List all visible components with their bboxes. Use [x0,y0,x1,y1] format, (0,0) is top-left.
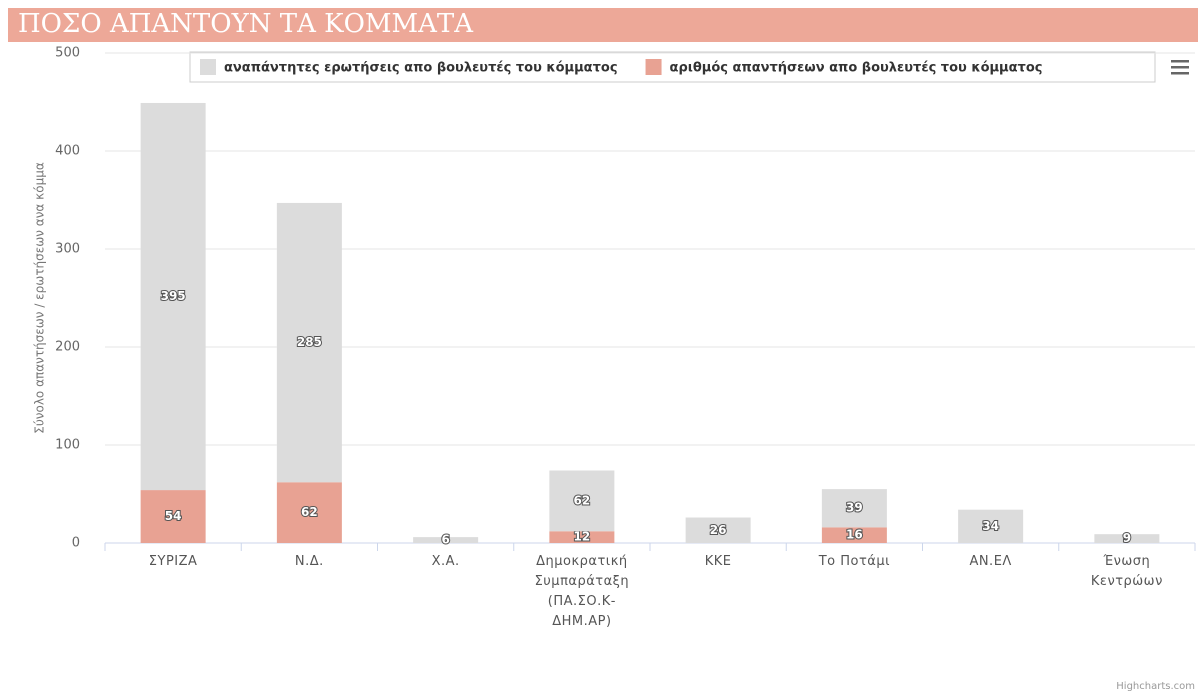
y-tick-label: 500 [55,46,80,61]
data-label: 9 [1123,531,1131,545]
data-label: 6 [441,533,449,547]
legend-swatch [200,59,216,75]
data-label: 395 [161,289,186,303]
y-tick-label: 100 [55,438,80,453]
y-tick-label: 400 [55,144,80,159]
bar-segment [413,537,479,543]
menu-bar [1171,66,1189,69]
chart-title: ΠΟΣΟ ΑΠΑΝΤΟΥΝ ΤΑ ΚΟΜΜΑΤΑ [18,9,474,39]
x-tick-label: ΑΝ.ΕΛ [969,554,1012,569]
legend-label: αριθμός απαντήσεων απο βουλευτές του κόμ… [670,61,1043,76]
data-label: 12 [574,530,591,544]
bar-segment [1094,534,1160,543]
bar-segment [549,531,615,543]
data-label: 285 [297,335,322,349]
bar-segment [140,102,206,491]
y-tick-label: 0 [72,536,80,551]
bar-segment [821,527,887,543]
bar-segment [140,490,206,543]
x-tick-label: ΣΥΡΙΖΑ [148,554,198,569]
data-label: 54 [165,509,182,523]
bar-segment [276,202,342,483]
x-tick-label: Ν.Δ. [294,554,324,569]
menu-icon[interactable] [1171,60,1189,75]
bar-segment [549,470,615,532]
data-label: 39 [846,501,863,515]
x-tick-label: Χ.Α. [431,554,460,569]
bar-segment [685,517,751,543]
menu-bar [1171,60,1189,63]
data-label: 26 [710,523,727,537]
menu-bar [1171,72,1189,75]
x-tick-label: ΚΚΕ [704,554,732,569]
legend-swatch [645,59,662,75]
data-label: 62 [574,493,591,507]
y-tick-label: 200 [55,340,80,355]
title-bar [8,8,1198,42]
bar-segment [958,509,1024,543]
data-label: 34 [982,519,999,533]
x-tick-label: Δημοκρατική Συμπαράταξη (ΠΑ.ΣΟ.Κ-ΔΗΜ.ΑΡ) [534,554,630,629]
bar-segment [821,489,887,528]
legend-box [189,51,1156,83]
data-label: 62 [301,505,318,519]
legend-label: αναπάντητες ερωτήσεις απο βουλευτές του … [224,61,618,76]
y-tick-label: 300 [55,242,80,257]
data-label: 16 [846,528,863,542]
x-tick-label: Το Ποτάμι [818,554,891,569]
x-tick-label: Ένωση Κεντρώων [1090,554,1163,589]
bar-segment [276,482,342,543]
credit: Highcharts.com [1116,681,1195,692]
y-axis-label: Σύνολο απαντήσεων / ερωτήσεων ανα κόμμα [33,162,47,434]
